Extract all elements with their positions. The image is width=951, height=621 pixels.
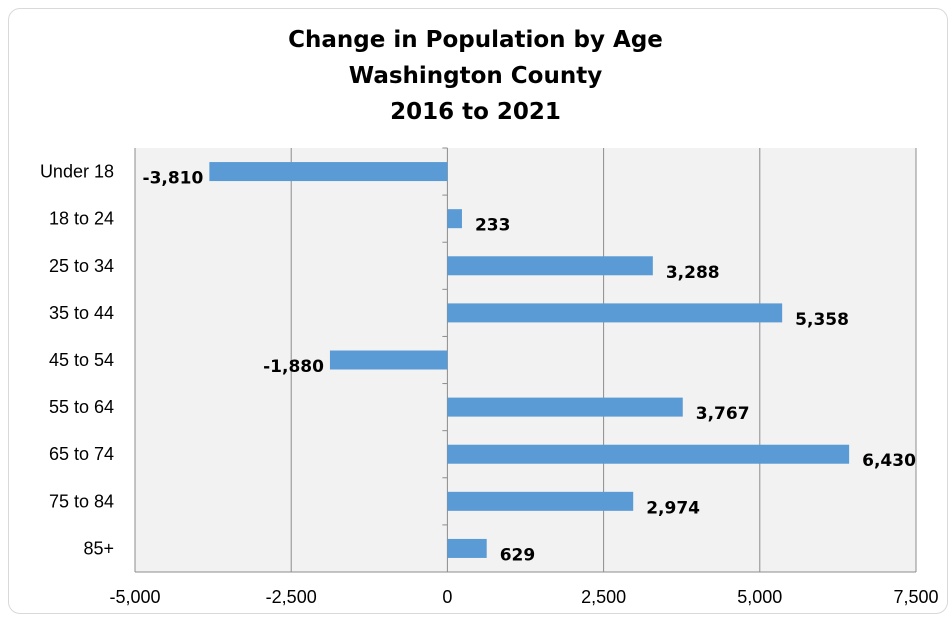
data-label-0: -3,810 bbox=[143, 169, 204, 189]
data-label-8: 629 bbox=[500, 545, 536, 565]
x-tick-label-1: -2,500 bbox=[266, 587, 317, 607]
bar-3 bbox=[447, 303, 783, 323]
category-label-1: 18 to 24 bbox=[49, 209, 114, 229]
data-label-1: 233 bbox=[475, 216, 511, 236]
bar-0 bbox=[209, 162, 448, 182]
data-label-2: 3,288 bbox=[666, 263, 720, 283]
bar-2 bbox=[447, 256, 653, 276]
bar-7 bbox=[447, 491, 634, 511]
category-label-0: Under 18 bbox=[40, 162, 114, 182]
category-label-7: 75 to 84 bbox=[49, 491, 114, 511]
bar-1 bbox=[447, 209, 462, 229]
category-label-8: 85+ bbox=[83, 538, 114, 558]
x-tick-label-0: -5,000 bbox=[109, 587, 160, 607]
x-tick-label-2: 0 bbox=[442, 587, 452, 607]
bar-4 bbox=[329, 350, 448, 370]
x-tick-label-4: 5,000 bbox=[737, 587, 782, 607]
category-label-2: 25 to 34 bbox=[49, 256, 114, 276]
data-label-3: 5,358 bbox=[795, 310, 849, 330]
chart-title-line-3: 2016 to 2021 bbox=[390, 99, 561, 125]
data-label-5: 3,767 bbox=[696, 404, 750, 424]
bar-5 bbox=[447, 397, 683, 417]
chart-title-line-2: Washington County bbox=[348, 63, 603, 89]
data-label-6: 6,430 bbox=[862, 451, 916, 471]
chart-title-line-1: Change in Population by Age bbox=[288, 27, 663, 53]
data-label-4: -1,880 bbox=[263, 357, 324, 377]
category-label-6: 65 to 74 bbox=[49, 444, 114, 464]
data-label-7: 2,974 bbox=[646, 498, 700, 518]
x-tick-label-5: 7,500 bbox=[893, 587, 938, 607]
category-label-3: 35 to 44 bbox=[49, 303, 114, 323]
category-label-5: 55 to 64 bbox=[49, 397, 114, 417]
chart-title: Change in Population by Age Washington C… bbox=[0, 22, 951, 130]
x-tick-label-3: 2,500 bbox=[581, 587, 626, 607]
category-label-4: 45 to 54 bbox=[49, 350, 114, 370]
bar-6 bbox=[447, 444, 850, 464]
bar-8 bbox=[447, 538, 487, 558]
